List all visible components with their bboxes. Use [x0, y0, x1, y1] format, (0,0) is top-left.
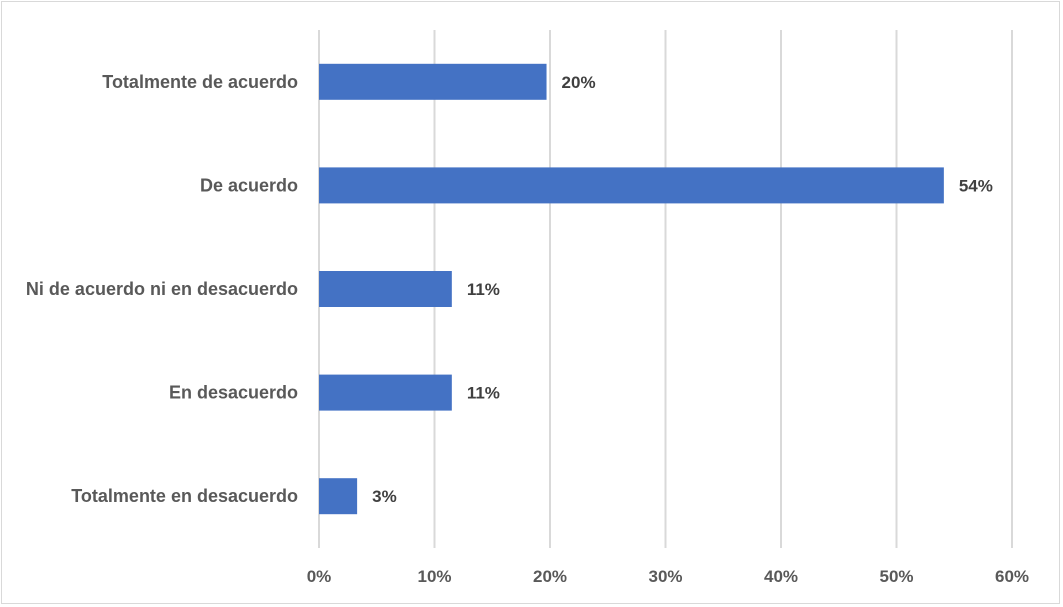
x-tick-label: 0%	[307, 567, 332, 586]
x-tick-label: 30%	[648, 567, 682, 586]
bar	[319, 63, 547, 100]
x-tick-label: 10%	[417, 567, 451, 586]
category-label: De acuerdo	[200, 175, 298, 195]
category-label: Ni de acuerdo ni en desacuerdo	[26, 279, 298, 299]
x-tick-label: 40%	[764, 567, 798, 586]
bar	[319, 271, 452, 307]
bar	[319, 374, 452, 411]
data-label: 54%	[959, 176, 993, 195]
category-label: Totalmente de acuerdo	[102, 72, 298, 92]
bar	[319, 167, 944, 204]
category-label: Totalmente en desacuerdo	[71, 486, 298, 506]
bar	[319, 478, 358, 515]
x-tick-label: 50%	[879, 567, 913, 586]
x-tick-label: 60%	[995, 567, 1029, 586]
data-label: 20%	[562, 73, 596, 92]
x-tick-label: 20%	[533, 567, 567, 586]
category-label: En desacuerdo	[169, 383, 298, 403]
data-label: 3%	[372, 487, 397, 506]
data-label: 11%	[467, 280, 500, 299]
data-label: 11%	[467, 384, 500, 403]
